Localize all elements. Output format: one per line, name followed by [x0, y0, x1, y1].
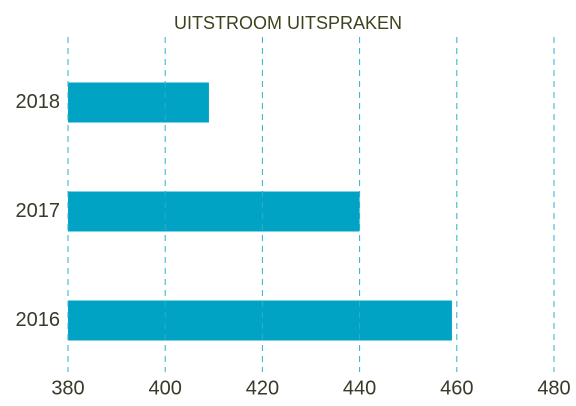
- y-tick-label: 2016: [16, 309, 61, 331]
- y-tick-label: 2018: [16, 91, 61, 113]
- chart-title: UITSTROOM UITSPRAKEN: [174, 13, 402, 33]
- bar: [68, 191, 360, 232]
- x-tick-label: 400: [149, 377, 182, 399]
- x-tick-label: 380: [51, 377, 84, 399]
- x-tick-label: 480: [537, 377, 570, 399]
- bar: [68, 82, 209, 123]
- x-tick-label: 460: [440, 377, 473, 399]
- x-tick-label: 440: [343, 377, 376, 399]
- y-tick-label: 2017: [16, 200, 61, 222]
- x-tick-label: 420: [246, 377, 279, 399]
- bar: [68, 300, 452, 341]
